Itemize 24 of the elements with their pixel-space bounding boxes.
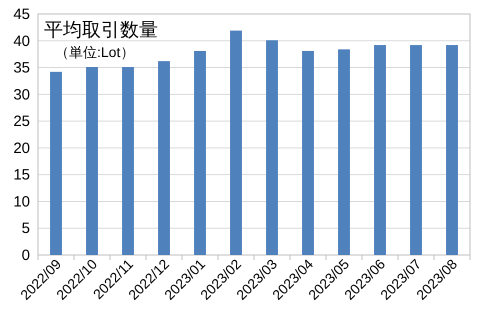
bar — [410, 45, 422, 255]
y-tick-label: 45 — [13, 6, 30, 23]
y-tick-label: 0 — [22, 247, 30, 264]
y-tick-label: 20 — [13, 140, 30, 157]
y-tick-label: 40 — [13, 32, 30, 50]
bar — [302, 50, 314, 255]
y-tick-label: 35 — [13, 60, 30, 77]
bar — [338, 49, 350, 255]
bar — [194, 50, 206, 255]
bar — [230, 30, 242, 255]
bar — [86, 67, 98, 255]
text: （単位:Lot） — [55, 44, 134, 60]
bar — [50, 72, 62, 255]
y-tick-label: 10 — [13, 193, 30, 210]
y-tick-label: 25 — [13, 113, 30, 130]
y-tick-label: 15 — [13, 166, 30, 184]
y-tick-label: 5 — [22, 220, 30, 238]
bar — [122, 67, 134, 255]
chart-title: 平均取引数量 — [44, 20, 158, 41]
bar — [266, 40, 278, 255]
bar — [158, 61, 170, 255]
y-tick-label: 30 — [13, 86, 30, 104]
bar — [374, 45, 386, 255]
bar — [446, 45, 458, 255]
